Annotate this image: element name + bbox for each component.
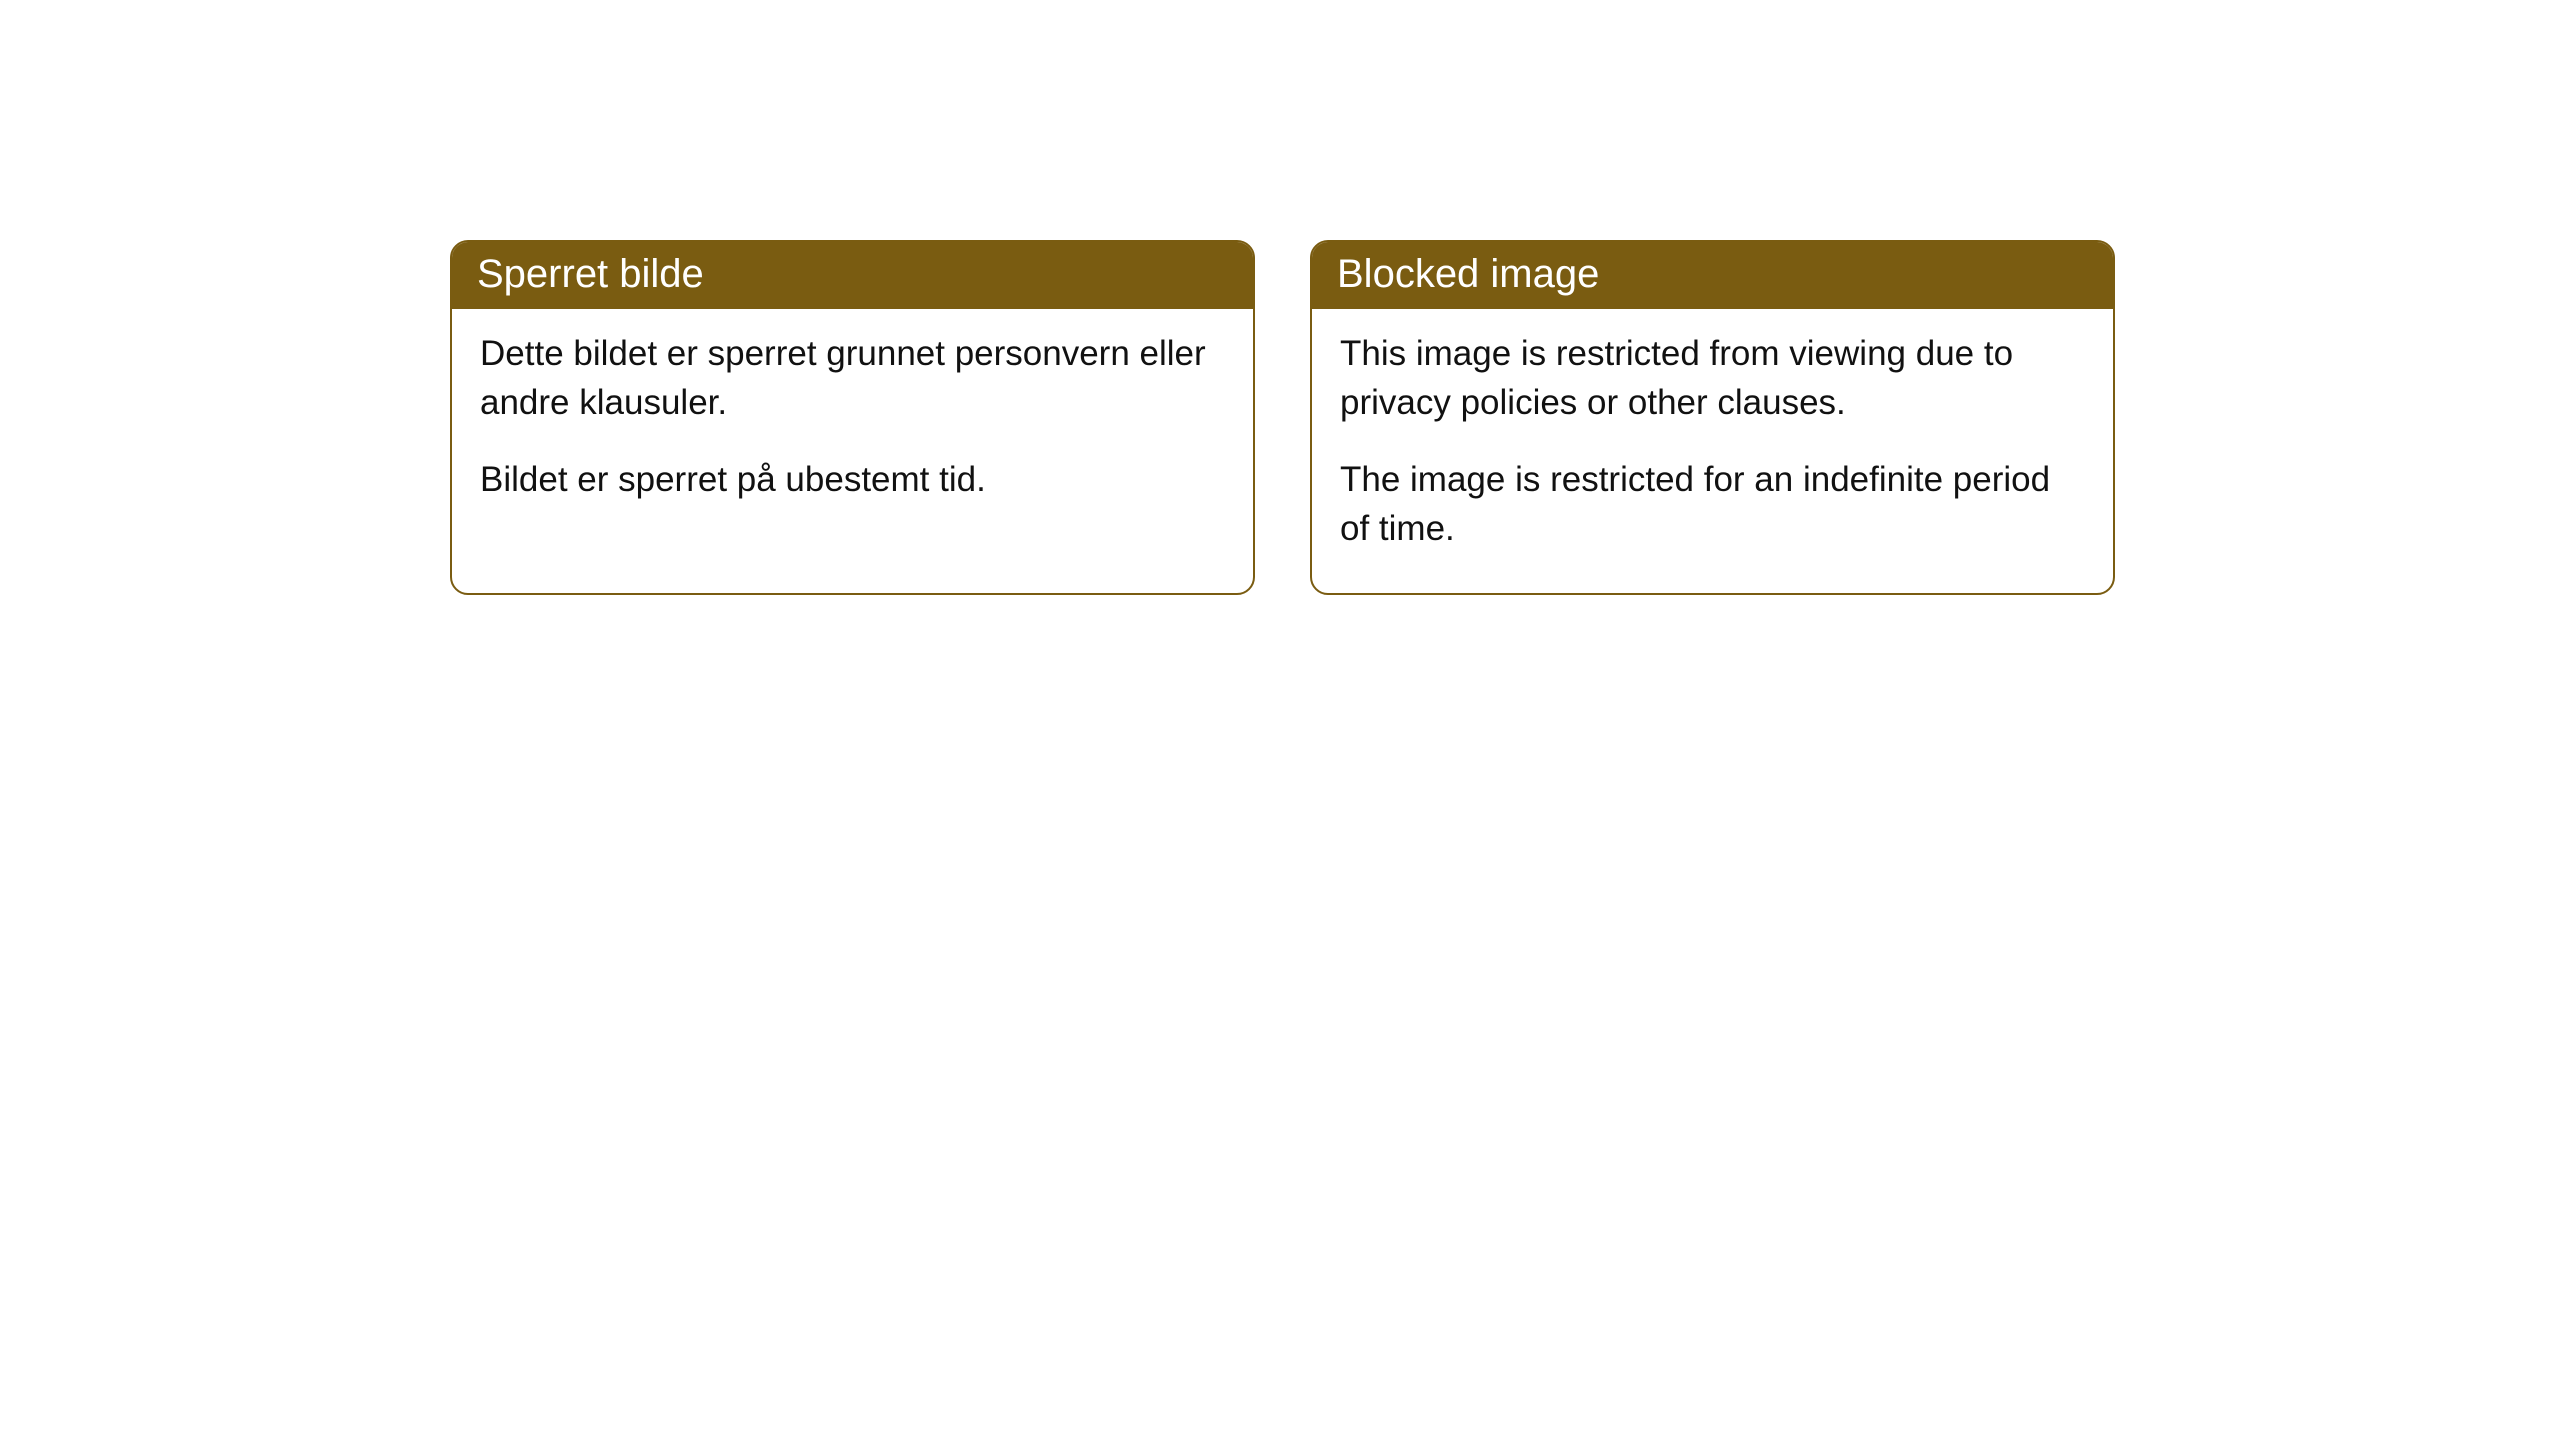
card-paragraph: Bildet er sperret på ubestemt tid. xyxy=(480,455,1225,504)
card-body: Dette bildet er sperret grunnet personve… xyxy=(452,309,1253,544)
notice-card-english: Blocked image This image is restricted f… xyxy=(1310,240,2115,595)
card-paragraph: Dette bildet er sperret grunnet personve… xyxy=(480,329,1225,427)
notice-cards-container: Sperret bilde Dette bildet er sperret gr… xyxy=(450,240,2560,595)
card-paragraph: The image is restricted for an indefinit… xyxy=(1340,455,2085,553)
notice-card-norwegian: Sperret bilde Dette bildet er sperret gr… xyxy=(450,240,1255,595)
card-body: This image is restricted from viewing du… xyxy=(1312,309,2113,593)
card-paragraph: This image is restricted from viewing du… xyxy=(1340,329,2085,427)
card-header: Sperret bilde xyxy=(452,242,1253,309)
card-header: Blocked image xyxy=(1312,242,2113,309)
